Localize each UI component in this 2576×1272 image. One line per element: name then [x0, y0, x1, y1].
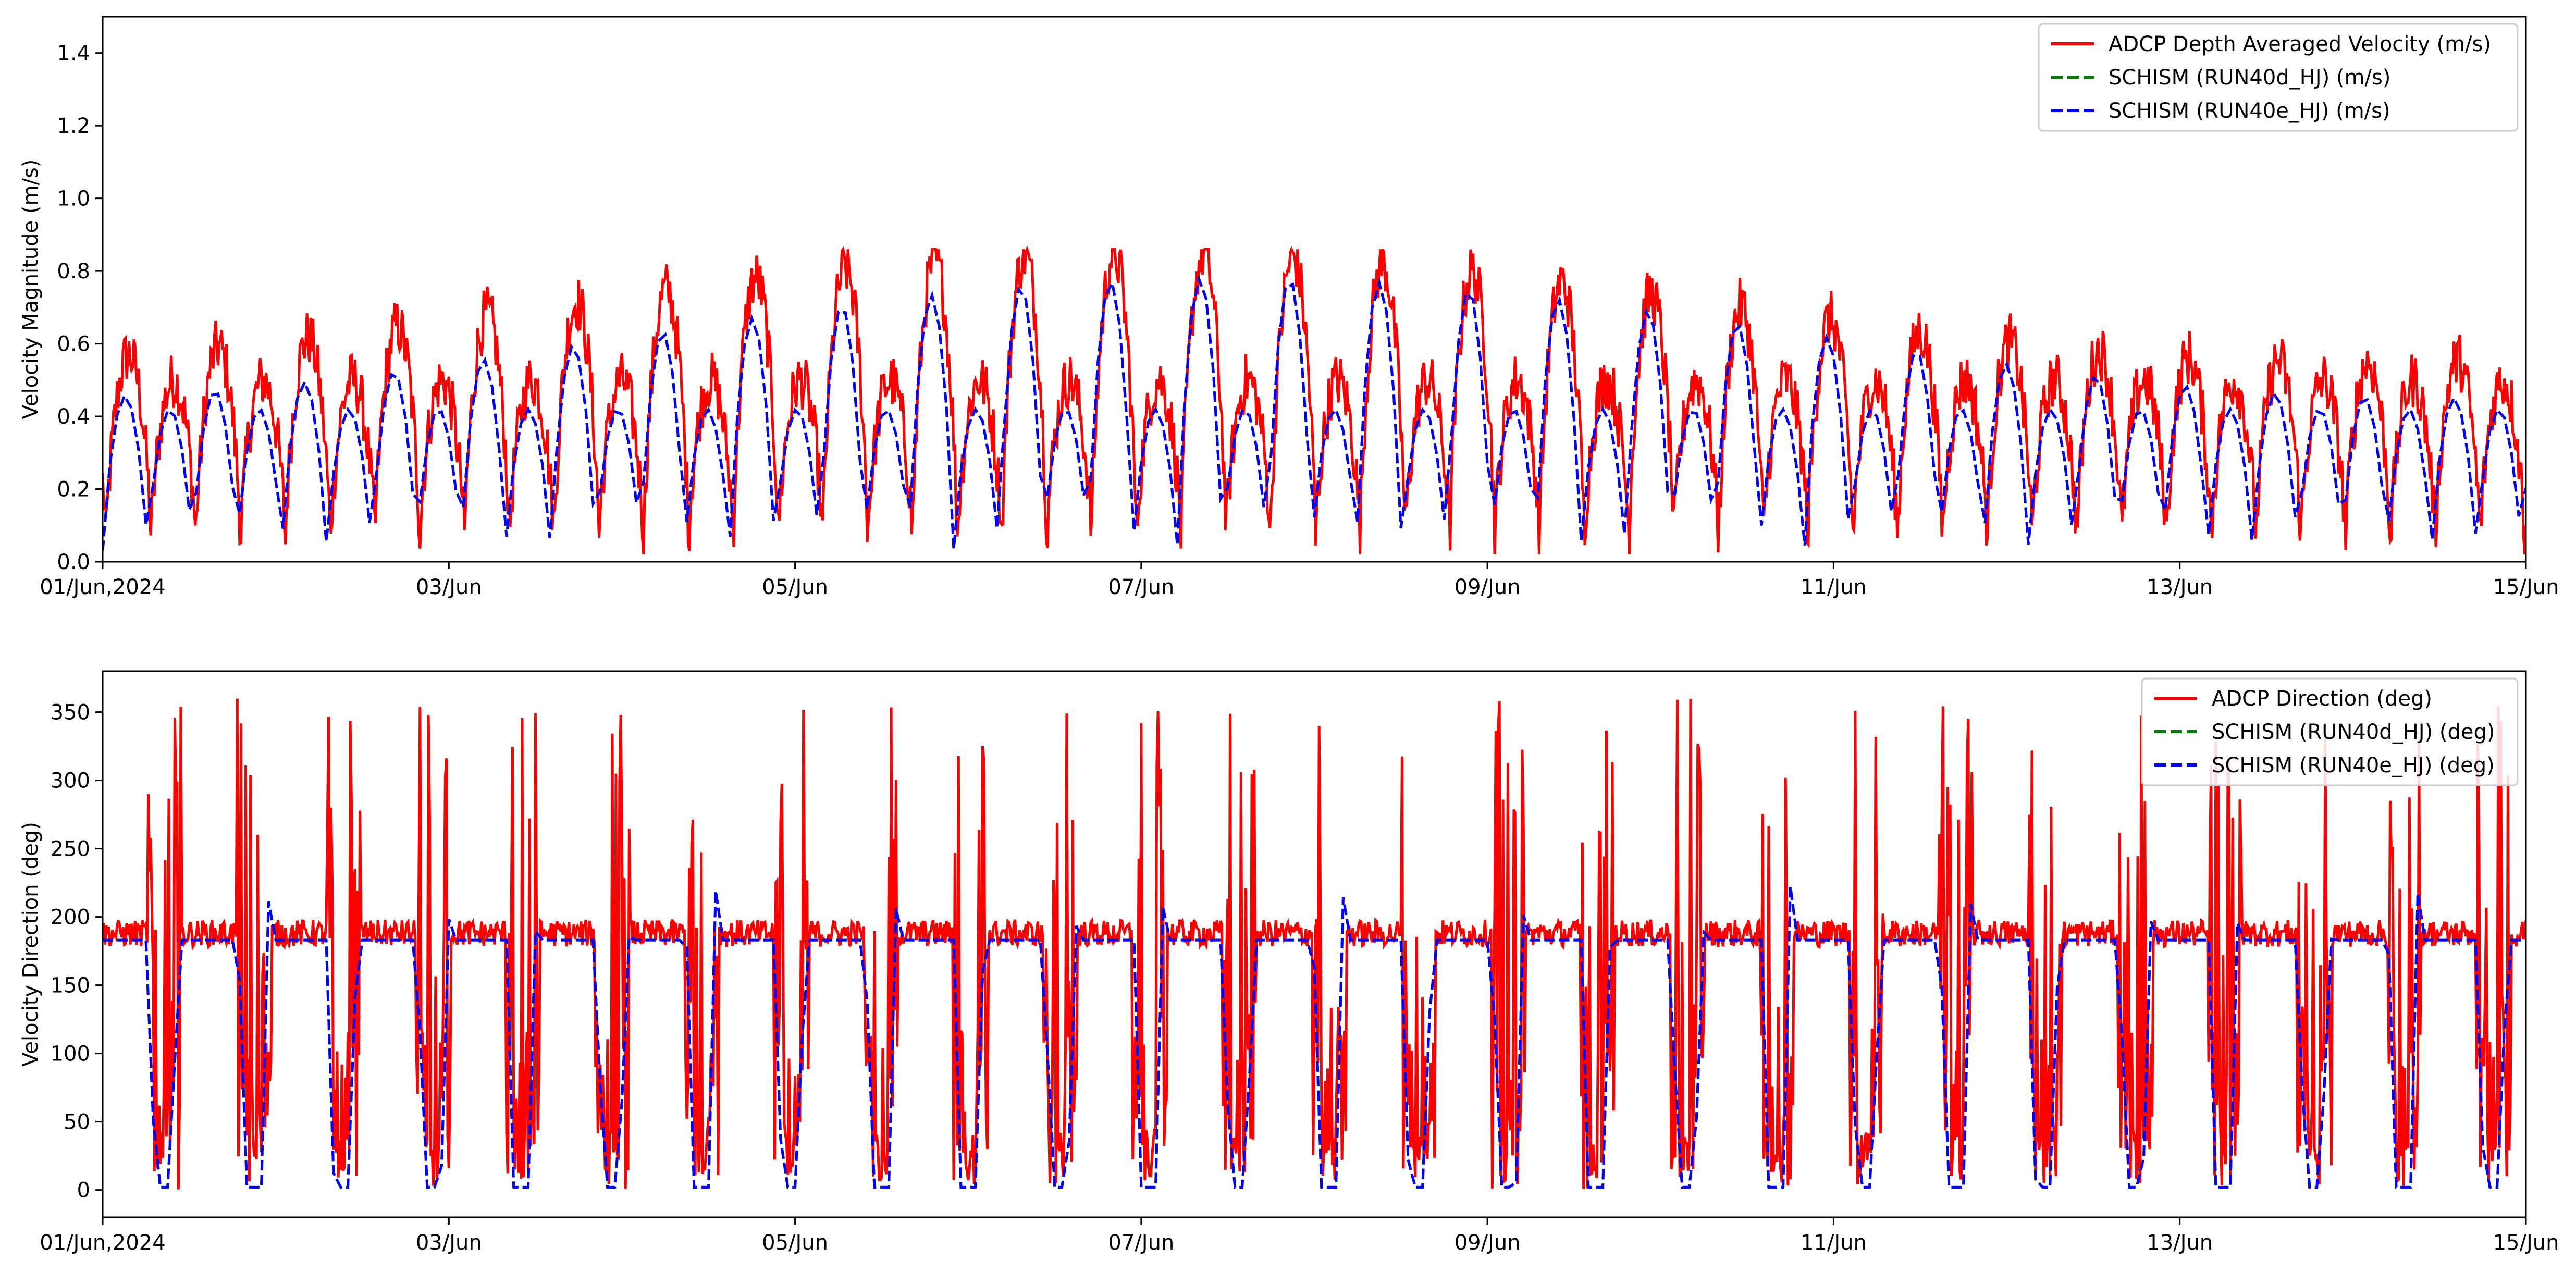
y-tick-label: 300 [51, 769, 90, 793]
velocity-y-axis-label: Velocity Magnitude (m/s) [19, 159, 43, 419]
x-tick-label: 13/Jun [2147, 1231, 2213, 1255]
direction-legend-box [2141, 677, 2519, 786]
x-tick-label: 09/Jun [1455, 575, 1521, 599]
direction-x-ticks: 01/Jun,2024 03/Jun 05/Jun 07/Jun 09/Jun 11/Ju… [40, 1217, 2559, 1255]
x-tick-label: 05/Jun [762, 1231, 828, 1255]
legend-label-adcp-direction: ADCP Direction (deg) [2212, 687, 2432, 711]
y-tick-label: 200 [51, 906, 90, 930]
y-tick-label: 1.2 [57, 114, 90, 138]
y-tick-label: 350 [51, 701, 90, 725]
x-tick-label: 03/Jun [416, 1231, 482, 1255]
x-tick-label: 07/Jun [1108, 1231, 1174, 1255]
x-tick-label: 01/Jun,2024 [40, 1231, 165, 1255]
y-tick-label: 50 [64, 1110, 90, 1134]
direction-legend: ADCP Direction (deg) SCHISM (RUN40d_HJ) … [2141, 677, 2519, 786]
velocity-legend-box [2038, 23, 2519, 132]
x-tick-label: 11/Jun [1801, 1231, 1867, 1255]
y-tick-label: 0.8 [57, 260, 90, 283]
y-tick-label: 150 [51, 974, 90, 998]
velocity-magnitude-panel: 0.0 0.2 0.4 0.6 0.8 1.0 1.2 1.4 01/Jun,2024 03/J… [19, 16, 2559, 599]
direction-y-ticks: 0 50 100 150 200 250 300 350 [51, 701, 103, 1203]
direction-series-group [103, 698, 2526, 1190]
y-tick-label: 100 [51, 1042, 90, 1066]
adcp-direction-line [103, 698, 2526, 1190]
legend-label-run40e-velocity: SCHISM (RUN40e_HJ) (m/s) [2109, 99, 2390, 123]
direction-y-axis-label: Velocity Direction (deg) [19, 822, 43, 1067]
legend-label-run40d-velocity: SCHISM (RUN40d_HJ) (m/s) [2109, 66, 2390, 90]
run40e-velocity-line [103, 274, 2526, 551]
y-tick-label: 0.4 [57, 405, 90, 429]
x-tick-label: 07/Jun [1108, 575, 1174, 599]
legend-label-run40e-direction: SCHISM (RUN40e_HJ) (deg) [2212, 754, 2495, 777]
y-tick-label: 0.0 [57, 550, 90, 574]
velocity-series-group [103, 245, 2526, 555]
y-tick-label: 1.0 [57, 187, 90, 211]
x-tick-label: 11/Jun [1801, 575, 1867, 599]
direction-plot-frame [102, 670, 2527, 1218]
x-tick-label: 09/Jun [1455, 1231, 1521, 1255]
velocity-x-ticks: 01/Jun,2024 03/Jun 05/Jun 07/Jun 09/Jun 11/Ju… [40, 562, 2559, 599]
adcp-velocity-line [103, 245, 2526, 555]
velocity-plot-frame [102, 16, 2527, 563]
x-tick-label: 15/Jun [2493, 1231, 2559, 1255]
x-tick-label: 05/Jun [762, 575, 828, 599]
y-tick-label: 250 [51, 837, 90, 861]
legend-label-run40d-direction: SCHISM (RUN40d_HJ) (deg) [2212, 720, 2495, 744]
y-tick-label: 1.4 [57, 42, 90, 66]
run40e-direction-line [103, 886, 2526, 1189]
x-tick-label: 13/Jun [2147, 575, 2213, 599]
x-tick-label: 15/Jun [2493, 575, 2559, 599]
x-tick-label: 03/Jun [416, 575, 482, 599]
velocity-legend: ADCP Depth Averaged Velocity (m/s) SCHIS… [2038, 23, 2519, 132]
y-tick-label: 0 [77, 1179, 90, 1203]
x-tick-label: 01/Jun,2024 [40, 575, 165, 599]
y-tick-label: 0.6 [57, 332, 90, 356]
y-tick-label: 0.2 [57, 478, 90, 502]
velocity-y-ticks: 0.0 0.2 0.4 0.6 0.8 1.0 1.2 1.4 [57, 42, 103, 574]
legend-label-adcp-velocity: ADCP Depth Averaged Velocity (m/s) [2109, 32, 2491, 56]
